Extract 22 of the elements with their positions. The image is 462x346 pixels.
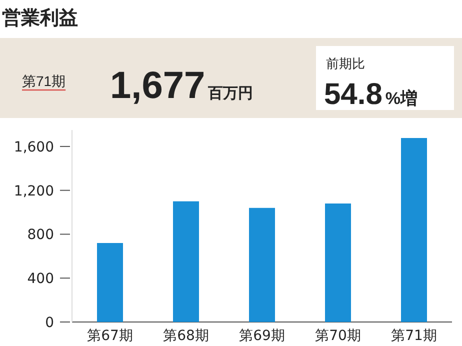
text: 54.8 [324, 78, 382, 111]
y-tick-label: 1,200 [14, 183, 54, 200]
bar [173, 201, 199, 322]
chart-title: 営業利益 [2, 7, 78, 29]
x-tick-label: 第69期 [239, 328, 285, 344]
x-tick-label: 第68期 [163, 328, 209, 344]
y-tick-label: 0 [45, 315, 54, 331]
x-tick-label: 第67期 [87, 328, 133, 344]
bar [401, 138, 427, 322]
text: %増 [385, 88, 418, 108]
text: 前期比 [326, 56, 365, 71]
y-tick-label: 400 [27, 271, 54, 288]
text: 第71期 [22, 73, 66, 89]
bar [97, 243, 123, 322]
x-tick-label: 第70期 [315, 328, 361, 344]
y-tick-label: 1,600 [14, 139, 54, 156]
text: 百万円 [207, 85, 254, 102]
bar [249, 208, 275, 322]
y-tick-label: 800 [27, 227, 54, 244]
text: 1,677 [110, 65, 206, 107]
bar [325, 204, 351, 322]
x-tick-label: 第71期 [391, 328, 437, 344]
